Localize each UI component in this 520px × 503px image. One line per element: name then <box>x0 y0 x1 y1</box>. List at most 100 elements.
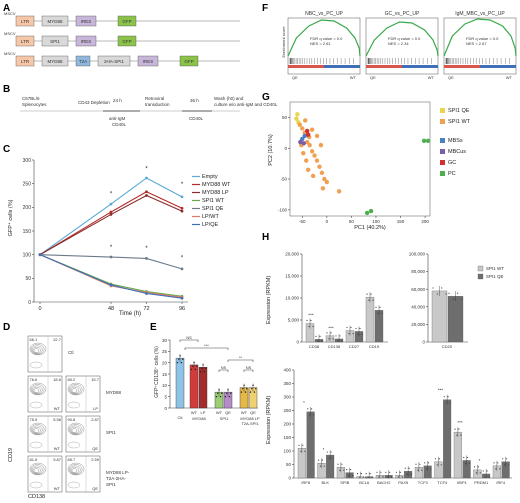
data-dot <box>404 467 406 469</box>
data-dot <box>339 469 341 471</box>
gsea-right-label: WT <box>350 75 357 80</box>
data-dot <box>452 298 454 300</box>
data-dot <box>429 468 432 470</box>
data-dot <box>385 471 387 473</box>
data-dot <box>365 473 367 475</box>
data-dot <box>473 466 476 468</box>
data-dot <box>445 293 447 295</box>
gsea-title: IgM_MBC_vs_PC_UP <box>455 11 505 17</box>
category-label: CD27 <box>349 344 360 349</box>
data-dot <box>379 306 381 308</box>
flow-contour <box>29 382 47 396</box>
data-dot <box>493 462 495 464</box>
y-tick-label: 150 <box>283 435 291 440</box>
series-line <box>39 254 183 298</box>
gate-percent-right: 9.87 <box>53 457 62 462</box>
y-tick-label: 30 <box>162 338 168 343</box>
data-dot <box>355 327 357 330</box>
data-dot <box>426 468 428 470</box>
data-dot <box>458 428 460 430</box>
y-tick-label: 250 <box>23 181 32 187</box>
flow-row-label: Ctl <box>68 350 74 355</box>
y-tick-label: 400 <box>283 368 291 373</box>
significance-stars: *** <box>438 388 444 393</box>
construct-segment <box>75 15 97 27</box>
data-dot <box>302 444 304 446</box>
data-dot <box>221 392 223 394</box>
data-dot <box>348 332 350 335</box>
data-dot <box>457 292 459 294</box>
significance-star: * <box>181 255 184 261</box>
data-dot <box>330 332 332 334</box>
data-dot <box>486 470 488 472</box>
y-tick-label: 0 <box>422 340 425 345</box>
flow-row-label: SPI1 <box>106 430 116 435</box>
data-dot <box>460 434 462 436</box>
data-dot <box>366 293 368 295</box>
gate-percent-left: 66.1 <box>30 337 39 342</box>
panel-g-xlabel: PC1 (40.2%) <box>354 225 386 231</box>
flow-contour <box>33 428 39 433</box>
category-label: CD138 <box>328 344 341 349</box>
data-dot <box>468 462 471 465</box>
legend-label: SPI1 QE <box>448 108 470 114</box>
y-tick-label: 80,000 <box>411 269 425 274</box>
legend-label: LP/WT <box>202 214 219 220</box>
data-dot <box>368 299 370 301</box>
y-tick-label: 50 <box>282 115 288 120</box>
data-dot <box>176 361 179 364</box>
data-dot <box>218 389 220 391</box>
data-dot <box>499 468 501 470</box>
pca-point <box>301 141 306 146</box>
legend-label: SPI1 WT <box>448 119 471 125</box>
y-tick-label: 5,000 <box>288 318 300 323</box>
data-dot <box>339 335 341 337</box>
step-splenocytes-line2: Splenocytes <box>22 102 47 107</box>
data-dot <box>380 471 382 473</box>
series-point <box>145 257 148 260</box>
panel-c-ylabel: GFP⁺ cells (%) <box>7 199 14 236</box>
y-tick-label: 200 <box>283 422 291 427</box>
data-dot <box>346 469 348 471</box>
pca-point <box>294 116 299 121</box>
category-label: TCF3 <box>418 480 429 485</box>
series-point <box>180 209 184 213</box>
flow-contour <box>32 387 41 394</box>
data-dot <box>180 361 183 364</box>
y-tick-label: 15 <box>162 372 168 377</box>
series-point <box>109 202 113 206</box>
y-tick-label: 50 <box>25 276 31 282</box>
category-label: BCL6 <box>359 480 370 485</box>
data-dot <box>449 402 451 404</box>
series-point <box>145 292 148 295</box>
series-line <box>39 254 183 297</box>
data-dot <box>357 333 359 336</box>
x-tick-label: 0 <box>326 219 329 224</box>
construct-segment <box>179 55 199 67</box>
x-tick-label: 100 <box>372 219 380 224</box>
gsea-nes: NES = 2.67 <box>466 41 487 46</box>
step-retroviral-line1: Retroviral <box>145 96 164 101</box>
flow-plot-frame <box>27 455 63 493</box>
data-dot <box>362 476 364 478</box>
x-tick-label: 48 <box>108 306 114 312</box>
flow-plot-tag: QE <box>92 486 98 491</box>
construct-segment-label: MYD88 <box>47 19 63 24</box>
significance-stars: *** <box>328 326 334 331</box>
series-point <box>145 194 148 197</box>
data-dot <box>401 476 403 478</box>
data-dot <box>321 459 323 461</box>
construct-segment <box>41 15 69 27</box>
flow-contour <box>29 342 47 356</box>
gsea-frame <box>287 17 361 75</box>
bar-label: WT <box>216 410 223 415</box>
gate-percent-right: 15.7 <box>91 377 100 382</box>
vector-label: MSCV <box>4 11 16 16</box>
flow-contour <box>70 387 79 394</box>
data-dot <box>367 476 369 478</box>
flow-contour <box>67 422 85 436</box>
data-dot <box>308 325 310 328</box>
data-dot <box>192 365 194 367</box>
pca-point <box>314 158 320 163</box>
